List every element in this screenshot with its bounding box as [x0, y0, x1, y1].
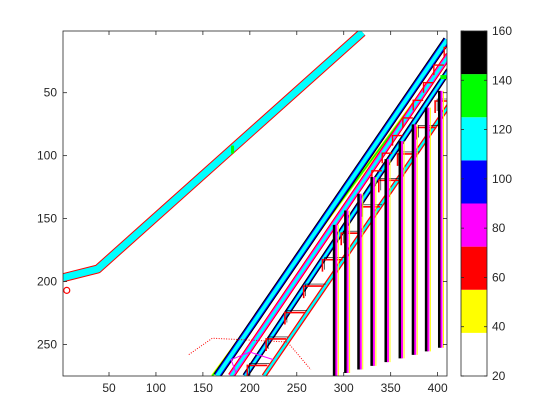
x-axis: 50 100 150 200 250 300 350 400	[102, 31, 448, 395]
colorbar-tick-label: 40	[492, 320, 506, 334]
colorbar-swatch	[461, 31, 487, 75]
upper-step-edges	[371, 46, 447, 181]
colorbar-swatch	[461, 117, 487, 161]
colorbar-tick-label: 20	[492, 369, 506, 383]
y-tick-label: 150	[37, 212, 57, 226]
colorbar-tick-label: 100	[492, 172, 512, 186]
x-tick-label: 350	[381, 381, 401, 395]
y-tick-label: 100	[37, 149, 57, 163]
colorbar-tick-label: 120	[492, 123, 512, 137]
colorbar-swatch	[461, 289, 487, 333]
edge-fragment	[231, 145, 235, 154]
plot-frame	[62, 30, 448, 377]
colorbar-tick-label: 140	[492, 73, 512, 87]
heatmap-image	[63, 31, 447, 376]
y-axis: 50 100 150 200 250	[37, 86, 447, 352]
y-tick-label: 50	[44, 86, 58, 100]
edge-band-rail-inner	[262, 105, 447, 376]
colorbar-tick-label: 160	[492, 24, 512, 38]
colorbar-swatch	[461, 74, 487, 118]
colorbar-frame	[460, 30, 488, 377]
colorbar: 20 40 60 80 100 120 140 160	[460, 24, 512, 383]
x-tick-label: 250	[287, 381, 307, 395]
x-tick-label: 150	[193, 381, 213, 395]
x-tick-label: 300	[334, 381, 354, 395]
colorbar-swatch	[461, 203, 487, 247]
y-tick-label: 200	[37, 275, 57, 289]
edge-fragment	[440, 75, 447, 80]
x-tick-label: 50	[102, 381, 116, 395]
colorbar-tick-label: 60	[492, 270, 506, 284]
edge-band-handrail-top	[63, 31, 365, 282]
colorbar-swatch	[461, 332, 487, 376]
colorbar-swatch	[461, 160, 487, 204]
edge-band-rail-main-a	[215, 38, 447, 376]
x-tick-label: 200	[240, 381, 260, 395]
x-tick-label: 400	[428, 381, 448, 395]
colorbar-tick-label: 80	[492, 221, 506, 235]
edge-fragment	[63, 286, 71, 294]
colorbar-swatch	[461, 246, 487, 290]
landing-edge-2	[230, 351, 274, 373]
y-tick-label: 250	[37, 338, 57, 352]
x-tick-label: 100	[146, 381, 166, 395]
